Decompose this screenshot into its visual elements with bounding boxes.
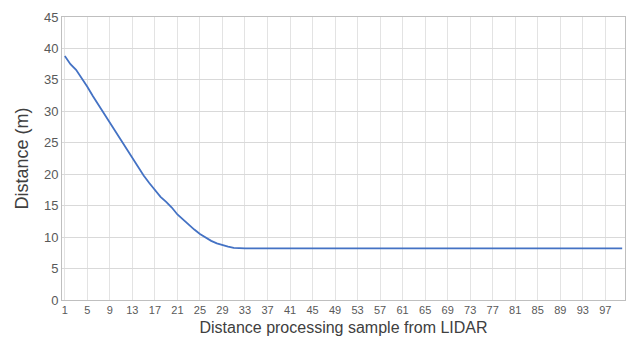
svg-text:93: 93 bbox=[577, 304, 589, 316]
svg-text:45: 45 bbox=[306, 304, 318, 316]
svg-text:35: 35 bbox=[44, 72, 58, 87]
svg-text:5: 5 bbox=[84, 304, 90, 316]
svg-text:77: 77 bbox=[487, 304, 499, 316]
svg-text:15: 15 bbox=[44, 198, 58, 213]
svg-text:61: 61 bbox=[396, 304, 408, 316]
svg-text:49: 49 bbox=[329, 304, 341, 316]
svg-text:81: 81 bbox=[509, 304, 521, 316]
svg-text:20: 20 bbox=[44, 167, 58, 182]
svg-text:Distance processing sample fro: Distance processing sample from LIDAR bbox=[199, 319, 487, 336]
svg-text:73: 73 bbox=[464, 304, 476, 316]
svg-text:30: 30 bbox=[44, 104, 58, 119]
svg-text:29: 29 bbox=[216, 304, 228, 316]
svg-text:69: 69 bbox=[442, 304, 454, 316]
svg-text:85: 85 bbox=[532, 304, 544, 316]
svg-text:10: 10 bbox=[44, 230, 58, 245]
svg-text:89: 89 bbox=[554, 304, 566, 316]
svg-text:37: 37 bbox=[261, 304, 273, 316]
svg-text:0: 0 bbox=[51, 293, 58, 308]
svg-text:33: 33 bbox=[239, 304, 251, 316]
svg-text:17: 17 bbox=[149, 304, 161, 316]
svg-text:53: 53 bbox=[351, 304, 363, 316]
svg-text:57: 57 bbox=[374, 304, 386, 316]
svg-text:25: 25 bbox=[194, 304, 206, 316]
svg-text:40: 40 bbox=[44, 41, 58, 56]
svg-text:45: 45 bbox=[44, 10, 58, 25]
svg-text:1: 1 bbox=[62, 304, 68, 316]
svg-text:Distance (m): Distance (m) bbox=[12, 107, 32, 209]
svg-text:97: 97 bbox=[599, 304, 611, 316]
svg-text:25: 25 bbox=[44, 135, 58, 150]
svg-text:21: 21 bbox=[171, 304, 183, 316]
svg-text:65: 65 bbox=[419, 304, 431, 316]
svg-text:5: 5 bbox=[51, 261, 58, 276]
svg-text:41: 41 bbox=[284, 304, 296, 316]
svg-text:13: 13 bbox=[126, 304, 138, 316]
svg-text:9: 9 bbox=[107, 304, 113, 316]
